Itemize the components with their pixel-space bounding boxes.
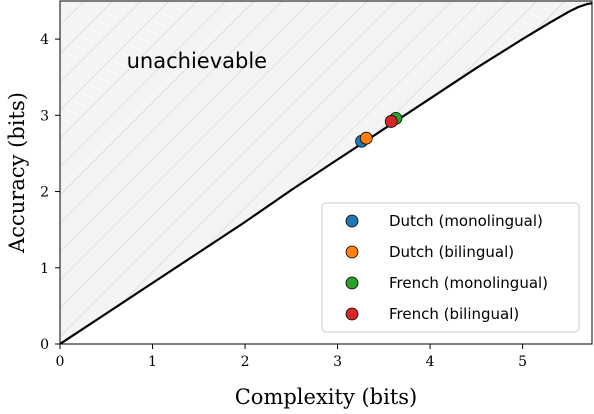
unachievable-region-hatch [60, 1, 592, 344]
unachievable-label: unachievable [127, 49, 267, 73]
legend-marker [345, 307, 359, 321]
data-point-1 [359, 131, 373, 145]
y-axis-label: Accuracy (bits) [5, 92, 29, 254]
frontier-curve [60, 2, 592, 344]
x-tick-label: 1 [148, 354, 157, 370]
x-tick-label: 3 [333, 354, 342, 370]
legend-marker [345, 214, 359, 228]
x-tick-label: 4 [426, 354, 435, 370]
y-tick-label: 4 [40, 32, 49, 48]
legend-marker [345, 245, 359, 259]
y-tick-label: 2 [40, 185, 49, 201]
y-tick-label: 3 [40, 108, 49, 124]
legend-label: Dutch (monolingual) [389, 212, 543, 230]
legend-label: Dutch (bilingual) [389, 243, 514, 261]
x-axis-label: Complexity (bits) [235, 385, 418, 409]
y-tick-label: 1 [40, 261, 49, 277]
x-tick-label: 5 [518, 354, 527, 370]
y-tick-label: 0 [40, 337, 49, 353]
x-tick-label: 2 [241, 354, 250, 370]
legend: Dutch (monolingual) Dutch (bilingual) Fren… [321, 202, 580, 333]
legend-marker [345, 276, 359, 290]
data-point-3 [384, 115, 398, 128]
legend-box [321, 202, 580, 333]
legend-label: French (bilingual) [389, 305, 519, 323]
x-tick-label: 0 [56, 354, 65, 370]
plot-frame [59, 0, 593, 345]
legend-label: French (monolingual) [389, 274, 548, 292]
